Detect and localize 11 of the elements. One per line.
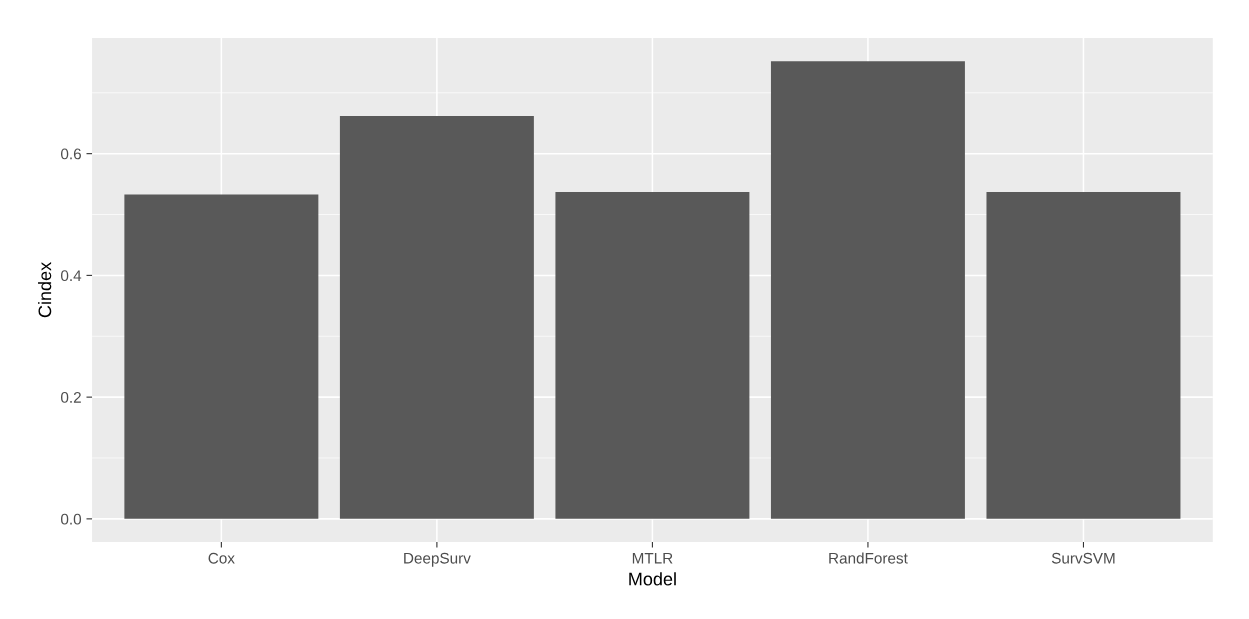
y-tick-label: 0.4 xyxy=(61,270,82,282)
y-tick-label: 0.0 xyxy=(61,513,82,525)
y-tick-label: 0.2 xyxy=(61,392,81,403)
x-axis-title: Model xyxy=(629,572,676,586)
x-tick-label: Cox xyxy=(208,552,235,564)
y-tick-label: 0.6 xyxy=(61,148,81,160)
x-tick-label: SurvSVM xyxy=(1051,552,1115,564)
x-tick-label: MTLR xyxy=(632,552,673,564)
x-tick-label: DeepSurv xyxy=(404,552,471,567)
y-axis-title: Cindex xyxy=(38,262,52,318)
x-tick-label: RandForest xyxy=(829,552,908,564)
